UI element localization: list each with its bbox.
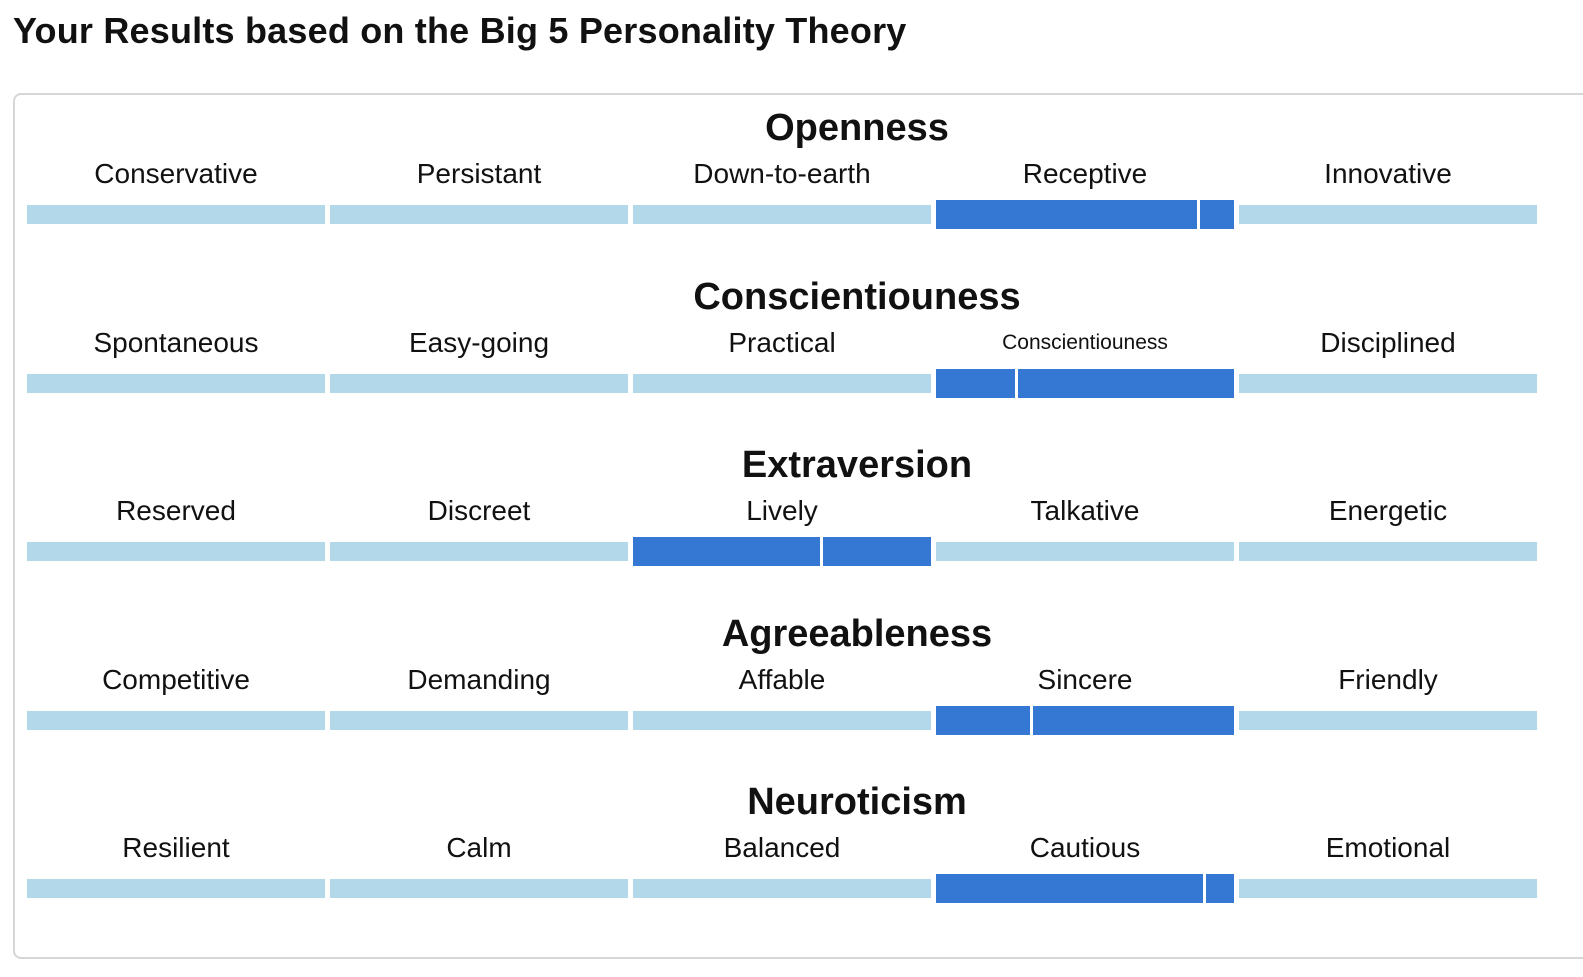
level-bar <box>27 879 325 898</box>
level-bar <box>27 205 325 224</box>
level-bar <box>27 710 325 730</box>
level-calm: Calm <box>330 831 628 911</box>
level-receptive: Receptive <box>936 157 1234 237</box>
level-reserved: Reserved <box>27 494 325 574</box>
level-label: Demanding <box>407 663 551 695</box>
level-bar <box>27 542 325 561</box>
level-bar <box>1239 205 1537 224</box>
level-balanced: Balanced <box>633 831 931 911</box>
level-label: Calm <box>446 832 512 863</box>
results-card: Openness Conservative Persistant Down-to-ea… <box>13 93 1583 959</box>
level-bar <box>1239 710 1537 730</box>
trait-scale: Reserved Discreet Lively Talkative Energetic <box>27 494 1537 574</box>
level-bar <box>27 373 325 393</box>
level-down-to-earth: Down-to-earth <box>633 157 931 237</box>
level-innovative: Innovative <box>1239 157 1537 237</box>
level-practical: Practical <box>633 326 931 406</box>
level-label: Friendly <box>1338 663 1438 695</box>
level-sincere: Sincere <box>936 663 1234 743</box>
level-conscientiouness: Conscientiouness <box>936 326 1234 406</box>
level-label: Lively <box>746 495 818 526</box>
level-bar <box>330 710 628 730</box>
level-bar <box>330 373 628 393</box>
level-label: Innovative <box>1324 158 1452 189</box>
level-bar <box>1239 373 1537 393</box>
level-label: Easy-going <box>408 326 550 358</box>
trait-title: Neuroticism <box>747 781 967 823</box>
score-marker <box>1203 874 1207 903</box>
trait-conscientiouness: Conscientiouness Spontaneous Easy-going Pra… <box>27 264 1537 432</box>
level-bar <box>936 542 1234 561</box>
level-label: Conservative <box>94 158 258 189</box>
score-marker <box>1197 200 1201 229</box>
level-label: Resilient <box>122 832 230 863</box>
trait-scale: Conservative Persistant Down-to-earth Recep… <box>27 157 1537 237</box>
level-bar-active <box>936 874 1234 903</box>
level-spontaneous: Spontaneous <box>27 326 325 406</box>
level-friendly: Friendly <box>1239 663 1537 743</box>
level-bar <box>330 542 628 561</box>
level-discreet: Discreet <box>330 494 628 574</box>
score-marker <box>819 537 823 566</box>
page-title: Your Results based on the Big 5 Personal… <box>13 10 907 51</box>
level-affable: Affable <box>633 663 931 743</box>
score-marker <box>1030 705 1034 735</box>
level-bar <box>330 205 628 224</box>
level-label: Disciplined <box>1320 326 1456 358</box>
level-label: Balanced <box>723 832 841 863</box>
level-bar <box>1239 542 1537 561</box>
trait-extraversion: Extraversion Reserved Discreet Lively Talkat… <box>27 432 1537 600</box>
level-persistant: Persistant <box>330 157 628 237</box>
level-label: Spontaneous <box>93 326 259 358</box>
trait-title: Extraversion <box>741 444 973 486</box>
level-label: Conscientiouness <box>1002 330 1168 354</box>
trait-agreeableness: Agreeableness Competitive Demanding Affable… <box>27 601 1537 769</box>
level-bar <box>330 879 628 898</box>
level-label: Energetic <box>1328 495 1448 526</box>
trait-title: Conscientiouness <box>693 275 1021 318</box>
trait-title: Agreeableness <box>721 612 993 655</box>
level-bar <box>633 879 931 898</box>
trait-scale: Competitive Demanding Affable Sincere Friend… <box>27 663 1537 743</box>
trait-scale: Resilient Calm Balanced Cautious Emotional <box>27 831 1537 911</box>
trait-openness: Openness Conservative Persistant Down-to-ea… <box>27 95 1537 263</box>
level-lively: Lively <box>633 494 931 574</box>
level-label: Practical <box>728 326 836 358</box>
score-marker <box>1015 368 1019 398</box>
level-bar-active <box>936 368 1234 398</box>
level-label: Down-to-earth <box>693 158 871 189</box>
trait-scale: Spontaneous Easy-going Practical Conscienti… <box>27 326 1537 406</box>
level-disciplined: Disciplined <box>1239 326 1537 406</box>
level-easy-going: Easy-going <box>330 326 628 406</box>
trait-neuroticism: Neuroticism Resilient Calm Balanced Cautious… <box>27 769 1537 937</box>
level-label: Reserved <box>116 495 236 526</box>
level-bar <box>1239 879 1537 898</box>
level-label: Discreet <box>427 495 531 526</box>
level-label: Emotional <box>1325 832 1451 863</box>
level-talkative: Talkative <box>936 494 1234 574</box>
level-label: Receptive <box>1022 158 1148 189</box>
level-energetic: Energetic <box>1239 494 1537 574</box>
level-bar-active <box>936 200 1234 229</box>
level-conservative: Conservative <box>27 157 325 237</box>
trait-title: Openness <box>765 107 949 149</box>
level-bar <box>633 373 931 393</box>
level-label: Talkative <box>1030 495 1140 526</box>
level-resilient: Resilient <box>27 831 325 911</box>
level-bar <box>633 205 931 224</box>
level-demanding: Demanding <box>330 663 628 743</box>
level-cautious: Cautious <box>936 831 1234 911</box>
level-emotional: Emotional <box>1239 831 1537 911</box>
level-label: Cautious <box>1029 832 1141 863</box>
level-label: Sincere <box>1037 663 1133 695</box>
level-label: Competitive <box>102 663 250 695</box>
level-bar-active <box>633 537 931 566</box>
level-label: Persistant <box>416 158 542 189</box>
level-competitive: Competitive <box>27 663 325 743</box>
level-label: Affable <box>738 663 826 695</box>
level-bar <box>633 710 931 730</box>
level-bar-active <box>936 705 1234 735</box>
